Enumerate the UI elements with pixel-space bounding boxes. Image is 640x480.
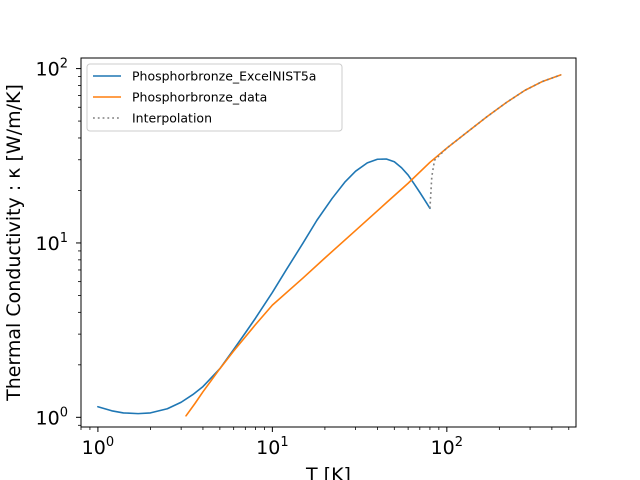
legend-label-1: Phosphorbronze_data [132, 90, 267, 105]
series-line-2 [429, 74, 562, 209]
legend: Phosphorbronze_ExcelNIST5a Phosphorbronze… [86, 63, 343, 132]
axis-ticks: 100 101 102 100 101 102 [36, 57, 570, 459]
legend-box [86, 63, 343, 132]
series-lines [97, 74, 562, 417]
x-tick-label: 101 [256, 435, 288, 459]
x-tick-label: 102 [431, 435, 463, 459]
x-axis-label: T [K] [305, 464, 351, 480]
y-tick-label: 100 [36, 405, 68, 429]
y-tick-label: 102 [36, 57, 68, 81]
y-tick-label: 101 [36, 231, 68, 255]
x-tick-label: 100 [82, 435, 114, 459]
legend-label-2: Interpolation [132, 111, 212, 126]
series-line-0 [97, 158, 431, 415]
series-line-1 [185, 74, 562, 417]
y-axis-label: Thermal Conductivity : κ [W/m/K] [3, 84, 25, 402]
legend-label-0: Phosphorbronze_ExcelNIST5a [132, 69, 316, 84]
